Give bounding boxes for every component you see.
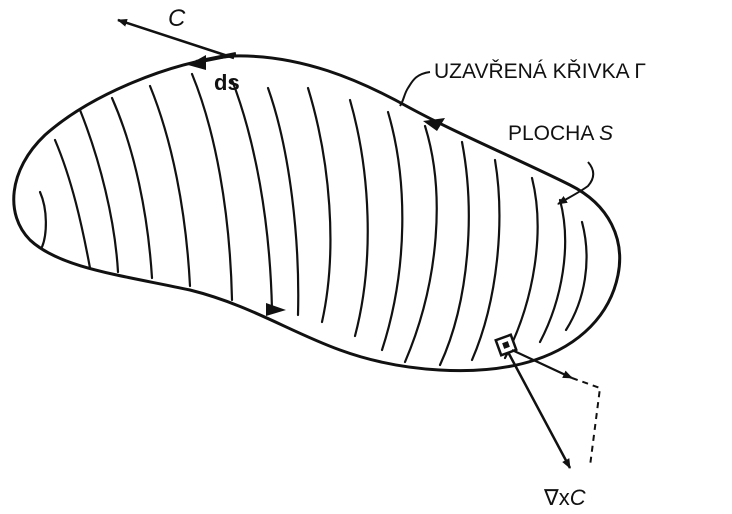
hatch-line (472, 160, 499, 360)
hatch-line (566, 222, 587, 330)
surface-label: PLOCHA S (508, 122, 613, 145)
curl-normal-arrow (508, 352, 570, 468)
hatch-line (440, 142, 469, 365)
projection-dashed-line (572, 378, 600, 466)
hatch-line (150, 86, 190, 286)
curve-label-leader (400, 72, 430, 106)
hatch-line (55, 140, 90, 268)
surface-hatching (40, 74, 587, 365)
hatch-line (232, 80, 272, 310)
hatch-line (308, 88, 330, 322)
curve-direction-arrow-bottom (266, 303, 286, 316)
closed-curve-label: UZAVŘENÁ KŘIVKA Γ (434, 60, 646, 83)
hatch-line (382, 112, 402, 350)
hatch-line (192, 74, 232, 300)
hatch-line (405, 126, 437, 362)
closed-curve (14, 56, 620, 371)
hatch-line (40, 192, 46, 247)
hatch-line (505, 178, 538, 358)
hatch-line (350, 100, 368, 336)
ds-label: ds (214, 70, 240, 95)
curl-label: ∇xC (543, 485, 586, 510)
vector-c-label: C (168, 5, 186, 32)
hatch-line (268, 88, 298, 315)
hatch-line (112, 98, 152, 278)
hatch-line (540, 200, 565, 342)
